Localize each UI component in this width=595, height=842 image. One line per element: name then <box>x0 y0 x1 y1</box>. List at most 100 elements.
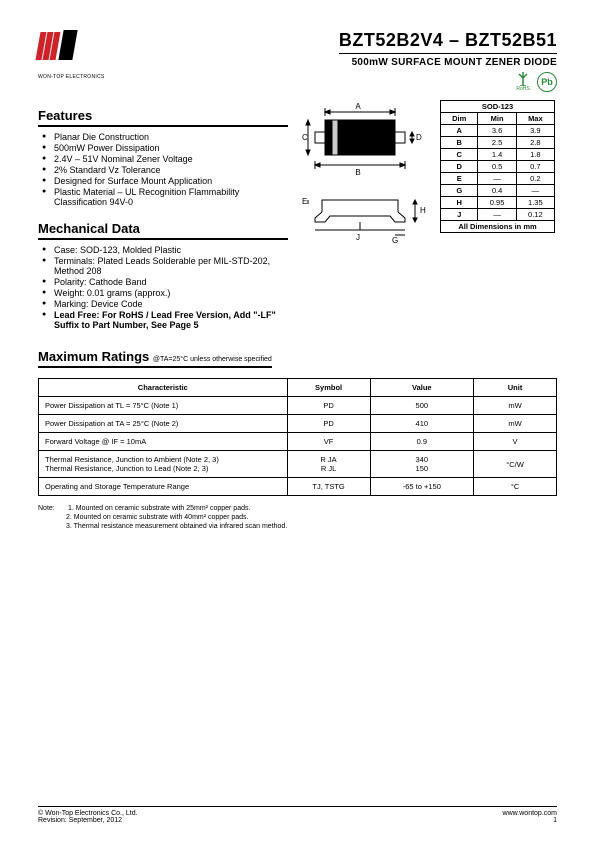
ratings-header: Characteristic <box>39 379 288 397</box>
dim-cell: — <box>478 173 516 185</box>
notes-label: Note: <box>38 504 66 513</box>
compliance-badges: RoHS Pb <box>339 72 557 92</box>
ratings-cell: °C/W <box>474 451 557 478</box>
dim-cell: J <box>441 209 478 221</box>
feature-item: Designed for Surface Mount Application <box>42 176 288 186</box>
rohs-badge-icon: RoHS <box>513 72 533 92</box>
ratings-table: Characteristic Symbol Value Unit Power D… <box>38 378 557 496</box>
ratings-header: Symbol <box>287 379 370 397</box>
header: WON-TOP ELECTRONICS BZT52B2V4 – BZT52B51… <box>38 30 557 92</box>
title-block: BZT52B2V4 – BZT52B51 500mW SURFACE MOUNT… <box>339 30 557 92</box>
dim-h-label: H <box>420 206 426 215</box>
dim-cell: 1.35 <box>516 197 554 209</box>
note-item: 3. Thermal resistance measurement obtain… <box>66 523 287 530</box>
notes-block: Note: 1. Mounted on ceramic substrate wi… <box>38 504 557 531</box>
ratings-cell: Operating and Storage Temperature Range <box>39 478 288 496</box>
dim-cell: 0.5 <box>478 161 516 173</box>
feature-item: 2.4V – 51V Nominal Zener Voltage <box>42 154 288 164</box>
ratings-section: Maximum Ratings @TA=25°C unless otherwis… <box>38 331 557 496</box>
ratings-cell: Thermal Resistance, Junction to Ambient … <box>39 451 288 478</box>
copyright: © Won-Top Electronics Co., Ltd. <box>38 810 138 817</box>
page-footer: © Won-Top Electronics Co., Ltd. Revision… <box>38 806 557 824</box>
ratings-cell: 340 150 <box>370 451 474 478</box>
footer-right: www.wontop.com 1 <box>503 810 557 824</box>
note-item: 1. Mounted on ceramic substrate with 25m… <box>68 505 250 512</box>
dim-cell: B <box>441 137 478 149</box>
mechanical-heading: Mechanical Data <box>38 221 288 240</box>
dim-cell: A <box>441 125 478 137</box>
dim-cell: 1.8 <box>516 149 554 161</box>
ratings-cell: Power Dissipation at TA = 25°C (Note 2) <box>39 415 288 433</box>
dim-cell: 2.8 <box>516 137 554 149</box>
mechanical-item: Case: SOD-123, Molded Plastic <box>42 245 288 255</box>
feature-item: Plastic Material – UL Recognition Flamma… <box>42 187 288 207</box>
ratings-cell: Forward Voltage @ IF = 10mA <box>39 433 288 451</box>
company-name: WON-TOP ELECTRONICS <box>38 74 105 80</box>
note-item: 2. Mounted on ceramic substrate with 40m… <box>66 514 248 521</box>
dim-cell: G <box>441 185 478 197</box>
logo-block: WON-TOP ELECTRONICS <box>38 30 105 80</box>
footer-left: © Won-Top Electronics Co., Ltd. Revision… <box>38 810 138 824</box>
content-row: Features Planar Die Construction 500mW P… <box>38 100 557 331</box>
ratings-title-text: Maximum Ratings <box>38 349 149 364</box>
ratings-cell: TJ, TSTG <box>287 478 370 496</box>
ratings-cell: PD <box>287 415 370 433</box>
ratings-cell: °C <box>474 478 557 496</box>
ratings-cell: 410 <box>370 415 474 433</box>
dim-cell: D <box>441 161 478 173</box>
ratings-cell: PD <box>287 397 370 415</box>
feature-item: Planar Die Construction <box>42 132 288 142</box>
right-column: A B C D <box>300 100 557 331</box>
dim-b-label: B <box>355 168 360 177</box>
title-rule <box>339 53 557 54</box>
dim-cell: — <box>478 209 516 221</box>
ratings-cell: VF <box>287 433 370 451</box>
ratings-condition: @TA=25°C unless otherwise specified <box>153 356 272 363</box>
features-list: Planar Die Construction 500mW Power Diss… <box>38 132 288 207</box>
ratings-cell: R JA R JL <box>287 451 370 478</box>
dim-cell: 0.12 <box>516 209 554 221</box>
left-column: Features Planar Die Construction 500mW P… <box>38 100 288 331</box>
dim-cell: 0.2 <box>516 173 554 185</box>
dim-header: Dim <box>441 113 478 125</box>
ratings-cell: mW <box>474 397 557 415</box>
pb-free-badge-icon: Pb <box>537 72 557 92</box>
company-logo <box>38 30 100 70</box>
dim-j-label: J <box>356 233 360 242</box>
dim-table-caption: SOD-123 <box>440 100 555 112</box>
ratings-heading: Maximum Ratings @TA=25°C unless otherwis… <box>38 349 272 368</box>
ratings-cell: Power Dissipation at TL = 75°C (Note 1) <box>39 397 288 415</box>
dim-header: Min <box>478 113 516 125</box>
dim-cell: 1.4 <box>478 149 516 161</box>
dimensions-table: SOD-123 Dim Min Max A3.63.9 B2.52.8 C1.4… <box>440 100 555 233</box>
dim-cell: 2.5 <box>478 137 516 149</box>
dim-header: Max <box>516 113 554 125</box>
package-diagram: A B C D <box>300 100 430 252</box>
mechanical-item: Marking: Device Code <box>42 299 288 309</box>
rohs-label: RoHS <box>516 86 529 92</box>
dim-cell: 3.6 <box>478 125 516 137</box>
ratings-header: Unit <box>474 379 557 397</box>
dim-a-label: A <box>355 102 361 111</box>
dim-cell: H <box>441 197 478 209</box>
mechanical-item: Terminals: Plated Leads Solderable per M… <box>42 256 288 276</box>
dim-cell: C <box>441 149 478 161</box>
mechanical-item-bold: Lead Free: For RoHS / Lead Free Version,… <box>42 310 288 330</box>
dim-c-label: C <box>302 133 308 142</box>
feature-item: 2% Standard Vz Tolerance <box>42 165 288 175</box>
dim-cell: 0.4 <box>478 185 516 197</box>
part-number-title: BZT52B2V4 – BZT52B51 <box>339 30 557 51</box>
dim-cell: 3.9 <box>516 125 554 137</box>
ratings-header: Value <box>370 379 474 397</box>
ratings-cell: 0.9 <box>370 433 474 451</box>
dim-e-label: E <box>302 197 307 206</box>
page-number: 1 <box>503 817 557 824</box>
dim-table-footer: All Dimensions in mm <box>441 221 555 233</box>
pb-label: Pb <box>541 77 553 87</box>
ratings-cell: mW <box>474 415 557 433</box>
feature-item: 500mW Power Dissipation <box>42 143 288 153</box>
dim-cell: 0.7 <box>516 161 554 173</box>
dim-d-label: D <box>416 133 422 142</box>
ratings-cell: 500 <box>370 397 474 415</box>
mechanical-list: Case: SOD-123, Molded Plastic Terminals:… <box>38 245 288 330</box>
